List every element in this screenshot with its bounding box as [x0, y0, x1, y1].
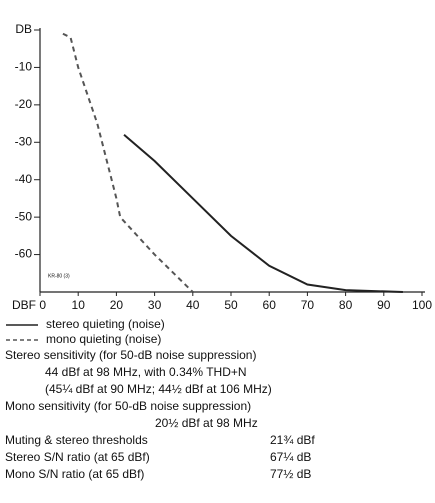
- spec-value: 21¾ dBf: [270, 433, 315, 447]
- spec-label: Mono S/N ratio (at 65 dBf): [5, 467, 144, 481]
- y-tick-label: -40: [15, 172, 33, 186]
- annotation: KR-80 (3): [48, 273, 70, 279]
- x-tick-label: 20: [110, 298, 124, 312]
- spec-line: 20½ dBf at 98 MHz: [155, 416, 258, 430]
- x-tick-label: 30: [148, 298, 162, 312]
- y-tick-label: -20: [15, 97, 33, 111]
- x-tick-label: 100: [412, 298, 432, 312]
- spec-label: Stereo S/N ratio (at 65 dBf): [5, 450, 150, 464]
- y-tick-label: -50: [15, 209, 33, 223]
- spec-line: Stereo sensitivity (for 50-dB noise supp…: [5, 348, 256, 362]
- y-tick-label: -10: [15, 60, 33, 74]
- y-tick-label: -60: [15, 247, 33, 261]
- spec-value: 67¼ dB: [270, 450, 311, 464]
- spec-line: Mono sensitivity (for 50-dB noise suppre…: [5, 399, 251, 413]
- legend-label: mono quieting (noise): [46, 332, 161, 346]
- x-tick-label: 80: [339, 298, 353, 312]
- spec-line: 44 dBf at 98 MHz, with 0.34% THD+N: [45, 365, 247, 379]
- x-tick-label: DBF 0: [12, 298, 46, 312]
- y-tick-label: -30: [15, 134, 33, 148]
- spec-line: (45¼ dBf at 90 MHz; 44½ dBf at 106 MHz): [45, 382, 272, 396]
- x-tick-label: 10: [72, 298, 86, 312]
- x-tick-label: 90: [377, 298, 391, 312]
- legend-label: stereo quieting (noise): [46, 317, 165, 331]
- x-tick-label: 50: [224, 298, 238, 312]
- x-tick-label: 70: [301, 298, 315, 312]
- spec-label: Muting & stereo thresholds: [5, 433, 148, 447]
- series-line: [62, 32, 194, 293]
- x-tick-label: 60: [263, 298, 277, 312]
- x-tick-label: 40: [186, 298, 200, 312]
- y-tick-label: DB: [15, 22, 32, 36]
- series-line: [123, 134, 403, 293]
- spec-value: 77½ dB: [270, 467, 311, 481]
